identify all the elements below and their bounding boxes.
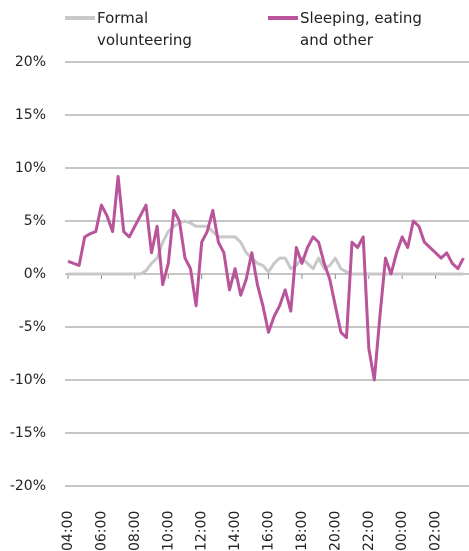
x-tick-label: 02:00 (428, 511, 444, 551)
x-tick-label: 12:00 (194, 511, 210, 551)
y-tick-label: 0% (24, 266, 46, 282)
y-tick-label: -15% (10, 425, 46, 441)
x-tick-label: 16:00 (261, 511, 277, 551)
legend-label: Formal volunteering (97, 9, 192, 49)
series-line (68, 219, 464, 276)
y-tick-label: 20% (15, 54, 46, 70)
y-tick-label: 15% (15, 107, 46, 123)
x-tick-label: 10:00 (160, 511, 176, 551)
y-tick-label: -20% (10, 478, 46, 494)
legend-label: Sleeping, eating and other (300, 9, 422, 49)
y-tick-label: 10% (15, 160, 46, 176)
y-tick-label: 5% (24, 213, 46, 229)
series-line (67, 175, 465, 382)
x-tick-label: 04:00 (60, 511, 76, 551)
x-tick-label: 00:00 (394, 511, 410, 551)
x-tick-label: 22:00 (361, 511, 377, 551)
x-tick-label: 18:00 (294, 511, 310, 551)
y-tick-label: -10% (10, 372, 46, 388)
y-tick-label: -5% (19, 319, 46, 335)
x-tick-label: 08:00 (127, 511, 143, 551)
x-tick-label: 14:00 (227, 511, 243, 551)
x-tick-label: 20:00 (327, 511, 343, 551)
x-tick-label: 06:00 (93, 511, 109, 551)
